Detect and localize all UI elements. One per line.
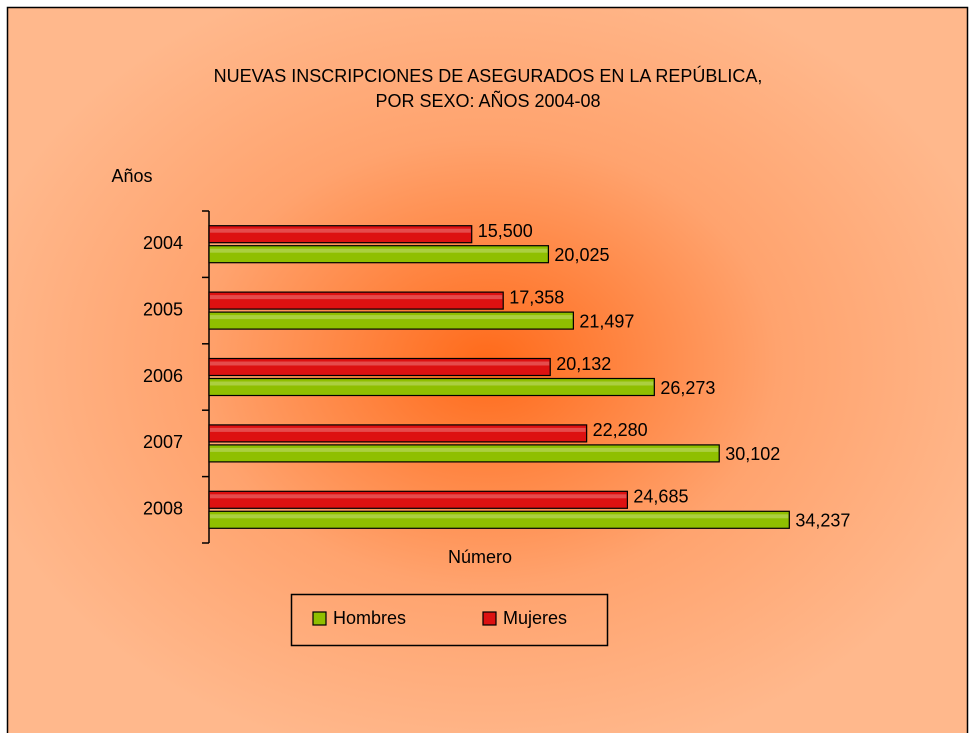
y-tick-label: 2005 [143,299,183,319]
data-label: 20,132 [556,354,611,374]
bar [208,311,574,330]
data-label: 30,102 [725,444,780,464]
data-label: 20,025 [554,245,609,265]
bar-highlight [210,514,789,519]
legend [290,593,609,647]
bar [208,225,473,244]
bar [208,377,655,397]
bar-highlight [210,427,586,432]
y-axis-label: Años [111,166,152,186]
bar-highlight [210,361,550,366]
bar-highlight [210,494,627,499]
legend-label: Mujeres [503,608,567,628]
data-label: 17,358 [509,287,564,307]
bar [208,510,790,529]
bar-highlight [210,315,573,320]
bar-highlight [210,248,548,253]
data-label: 15,500 [478,221,533,241]
bar [208,291,504,310]
x-axis-label: Número [448,547,512,567]
bar-highlight [210,447,719,452]
legend-label: Hombres [333,608,406,628]
data-label: 22,280 [593,420,648,440]
bar [208,424,588,443]
bar [208,357,551,377]
y-tick-label: 2006 [143,366,183,386]
legend-swatch [312,611,327,626]
y-tick-label: 2007 [143,432,183,452]
y-tick-label: 2004 [143,233,183,253]
bar [208,245,550,264]
bar-highlight [210,381,654,386]
bar-highlight [210,228,471,233]
chart-title: NUEVAS INSCRIPCIONES DE ASEGURADOS EN LA… [214,65,763,86]
y-tick-label: 2008 [143,499,183,519]
chart-title: POR SEXO: AÑOS 2004-08 [375,90,600,111]
data-label: 24,685 [633,487,688,507]
bar-highlight [210,295,503,300]
data-label: 26,273 [660,378,715,398]
data-label: 34,237 [795,511,850,531]
bar [208,444,720,463]
bar [208,490,629,509]
legend-swatch [482,611,497,626]
data-label: 21,497 [579,311,634,331]
